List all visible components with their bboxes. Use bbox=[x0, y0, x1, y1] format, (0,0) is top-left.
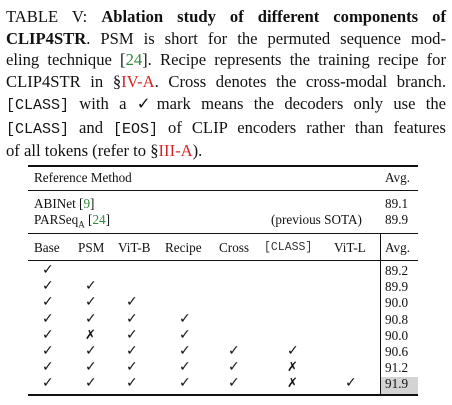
reference-avg: 89.9 bbox=[385, 212, 409, 227]
check-mark-icon: ✓ bbox=[85, 375, 97, 392]
check-mark-icon: ✓ bbox=[179, 326, 191, 343]
mid-rule bbox=[28, 233, 418, 234]
avg-separator bbox=[380, 234, 381, 394]
cross-mark-icon: ✗ bbox=[287, 360, 298, 376]
caption-title: Ablation study of different components o… bbox=[101, 7, 446, 26]
column-header: [CLASS] bbox=[264, 241, 313, 254]
check-mark-icon: ✓ bbox=[42, 262, 54, 278]
check-mark-icon: ✓ bbox=[287, 343, 299, 359]
reference-header: Reference Method bbox=[34, 170, 132, 185]
check-mark-icon: ✓ bbox=[126, 310, 138, 327]
check-mark-icon: ✓ bbox=[228, 359, 240, 376]
check-mark-icon: ✓ bbox=[42, 343, 54, 359]
check-mark-icon: ✓ bbox=[85, 294, 97, 311]
column-header: ViT-B bbox=[118, 240, 151, 255]
avg-value: 91.9 bbox=[385, 376, 409, 392]
check-mark-icon: ✓ bbox=[228, 343, 240, 359]
caption-line: CLIP4STR. PSM is short for the permuted … bbox=[6, 28, 446, 48]
check-mark-icon: ✓ bbox=[42, 359, 54, 376]
caption-line: CLIP4STR in §IV-A. Cross denotes the cro… bbox=[6, 72, 446, 92]
check-mark-icon: ✓ bbox=[228, 375, 240, 392]
avg-header: Avg. bbox=[385, 170, 411, 185]
section-link[interactable]: III-A bbox=[158, 141, 193, 161]
avg-value: 91.2 bbox=[385, 360, 409, 376]
avg-value: 90.6 bbox=[385, 344, 409, 359]
check-mark-icon: ✓ bbox=[179, 343, 191, 359]
caption-title-end: CLIP4STR bbox=[6, 28, 87, 48]
caption-line: [CLASS] and [EOS] of CLIP encoders rathe… bbox=[6, 117, 446, 138]
column-header: Avg. bbox=[385, 240, 411, 255]
cross-mark-icon: ✗ bbox=[287, 376, 298, 392]
top-rule bbox=[28, 165, 418, 167]
check-mark-icon: ✓ bbox=[85, 310, 97, 327]
column-header: PSM bbox=[78, 240, 105, 255]
avg-value: 89.9 bbox=[385, 279, 409, 295]
best-result-highlight bbox=[381, 377, 418, 394]
eos-token: [EOS] bbox=[113, 120, 159, 138]
avg-value: 90.8 bbox=[385, 311, 409, 327]
caption-line: [CLASS] with a ✓mark means the decoders … bbox=[6, 93, 446, 114]
subscript: A bbox=[78, 219, 85, 230]
reference-avg: 89.1 bbox=[385, 196, 409, 211]
check-mark-icon: ✓ bbox=[345, 375, 357, 392]
column-header: Recipe bbox=[165, 240, 202, 255]
check-mark-icon: ✓ bbox=[126, 343, 138, 359]
citation-link[interactable]: 9 bbox=[83, 196, 91, 211]
caption-line: of all tokens (refer to §III-A). bbox=[6, 141, 203, 161]
header-rule bbox=[28, 190, 418, 191]
ablation-table: Reference Method Avg. ABINet [9] 89.1 PA… bbox=[28, 165, 418, 396]
check-mark-icon: ✓ bbox=[179, 375, 191, 392]
check-mark-icon: ✓ bbox=[42, 294, 54, 311]
check-mark-icon: ✓ bbox=[126, 294, 138, 311]
check-mark-icon: ✓ bbox=[126, 375, 138, 392]
avg-value: 90.0 bbox=[385, 327, 409, 343]
caption-line: TABLE V: Ablation study of different com… bbox=[6, 6, 446, 28]
citation-link[interactable]: 24 bbox=[125, 50, 143, 70]
check-mark-icon: ✓ bbox=[85, 343, 97, 359]
column-header-rule bbox=[28, 260, 418, 261]
column-header: ViT-L bbox=[334, 240, 366, 255]
check-mark-icon: ✓ bbox=[42, 310, 54, 327]
check-mark-icon: ✓ bbox=[42, 278, 54, 295]
class-token: [CLASS] bbox=[6, 96, 70, 114]
check-mark-icon: ✓ bbox=[85, 359, 97, 376]
avg-value: 89.2 bbox=[385, 263, 409, 278]
column-header: Base bbox=[34, 240, 60, 255]
table-caption: TABLE V: Ablation study of different com… bbox=[6, 6, 446, 162]
check-mark-icon: ✓ bbox=[126, 326, 138, 343]
avg-value: 90.0 bbox=[385, 295, 409, 311]
bottom-rule bbox=[28, 394, 418, 396]
section-link[interactable]: IV-A bbox=[121, 72, 155, 92]
sota-note: (previous SOTA) bbox=[271, 212, 362, 227]
check-mark-icon: ✓ bbox=[126, 359, 138, 376]
citation-link[interactable]: 24 bbox=[92, 212, 106, 227]
check-mark-icon: ✓ bbox=[42, 375, 54, 392]
column-header: Cross bbox=[219, 240, 250, 255]
cross-mark-icon: ✗ bbox=[85, 327, 96, 343]
check-mark-icon: ✓ bbox=[136, 93, 157, 113]
reference-row-parseq: PARSeqA [24] bbox=[34, 212, 111, 230]
caption-line: eling technique [24]. Recipe represents … bbox=[6, 50, 446, 70]
reference-row-abinet: ABINet [9] bbox=[34, 196, 95, 211]
class-token: [CLASS] bbox=[6, 120, 70, 138]
check-mark-icon: ✓ bbox=[179, 359, 191, 376]
check-mark-icon: ✓ bbox=[42, 326, 54, 343]
caption-label: TABLE V: bbox=[6, 7, 88, 26]
check-mark-icon: ✓ bbox=[179, 310, 191, 327]
check-mark-icon: ✓ bbox=[85, 278, 97, 295]
